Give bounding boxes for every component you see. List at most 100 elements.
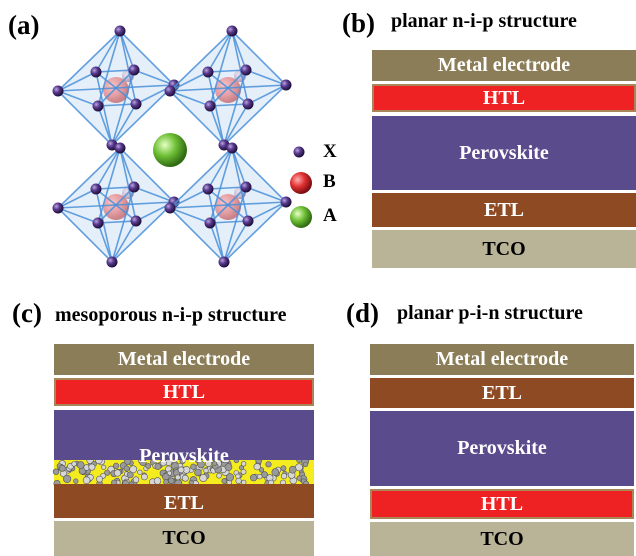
x-site-atom: [90, 183, 102, 195]
x-site-atom: [204, 217, 216, 229]
x-site-atom: [202, 183, 214, 195]
x-site-atom: [114, 25, 126, 37]
x-site-atom: [130, 98, 142, 110]
mesoporous-nanoparticles: [52, 456, 310, 488]
nanoparticle: [174, 474, 181, 481]
panel-b-letter: (b): [342, 8, 375, 38]
nanoparticle: [82, 476, 91, 485]
nanoparticle: [288, 465, 297, 474]
panel-a-letter: (a): [8, 10, 40, 40]
nanoparticle: [101, 464, 107, 470]
nanoparticle: [280, 473, 288, 480]
nanoparticle: [199, 473, 208, 482]
nanoparticle: [140, 473, 148, 481]
panel-d-metal-electrode-layer: Metal electrode: [370, 344, 634, 375]
nanoparticle: [177, 466, 185, 474]
panel-c-title: mesoporous n-i-p structure: [55, 304, 287, 326]
nanoparticle: [123, 465, 130, 472]
x-site-atom: [92, 217, 104, 229]
panel-d-htl-layer: HTL: [370, 489, 634, 519]
octahedron-2: [164, 25, 292, 151]
legend-b-sphere: [290, 172, 312, 194]
nanoparticle: [204, 459, 213, 468]
nanoparticle: [88, 463, 96, 471]
panel-b-tco-layer: TCO: [372, 230, 636, 268]
a-site-atom: [153, 133, 187, 167]
nanoparticle: [240, 461, 247, 467]
nanoparticle: [250, 474, 258, 482]
legend-b-label: B: [323, 171, 336, 192]
nanoparticle: [253, 463, 261, 471]
nanoparticle: [162, 473, 170, 481]
x-site-atom: [164, 202, 176, 214]
panel-c-htl-layer: HTL: [54, 378, 314, 406]
x-site-atom: [202, 66, 214, 78]
nanoparticle: [112, 462, 120, 470]
x-site-atom: [130, 215, 142, 227]
x-site-atom: [128, 181, 140, 193]
x-site-atom: [218, 256, 230, 268]
nanoparticle: [258, 467, 265, 473]
nanoparticle: [58, 464, 66, 472]
octahedra-group: [52, 25, 292, 268]
x-site-atom: [280, 79, 292, 91]
panel-d-etl-layer: ETL: [370, 378, 634, 408]
octahedron-3: [52, 142, 180, 268]
nanoparticle: [73, 478, 79, 484]
panel-b-title: planar n-i-p structure: [391, 10, 577, 32]
nanoparticle: [224, 463, 233, 471]
x-site-atom: [106, 256, 118, 268]
nanoparticle: [280, 465, 287, 472]
nanoparticle: [216, 472, 222, 479]
panel-c-tco-layer: TCO: [54, 521, 314, 556]
x-site-atom: [240, 181, 252, 193]
nanoparticle: [104, 469, 111, 476]
x-site-atom: [240, 64, 252, 76]
legend-x-sphere: [293, 146, 305, 158]
nanoparticle: [235, 477, 242, 485]
x-site-atom: [242, 98, 254, 110]
x-site-atom: [128, 64, 140, 76]
panel-c-etl-layer: ETL: [54, 484, 314, 518]
octahedron-4: [164, 142, 292, 268]
nanoparticle: [194, 468, 202, 477]
nanoparticle: [203, 468, 209, 474]
x-site-atom: [90, 66, 102, 78]
nanoparticle: [62, 474, 72, 484]
nanoparticle: [235, 473, 241, 479]
nanoparticle: [265, 461, 272, 468]
x-site-atom: [226, 25, 238, 37]
nanoparticle: [96, 475, 103, 483]
nanoparticle: [137, 469, 143, 475]
nanoparticle: [145, 463, 152, 469]
nanoparticle: [76, 461, 85, 469]
panel-b-metal-electrode-layer: Metal electrode: [372, 50, 636, 81]
x-site-atom: [204, 100, 216, 112]
panel-d-perovskite-layer: Perovskite: [370, 411, 634, 486]
nanoparticle: [129, 465, 138, 474]
x-site-atom: [242, 215, 254, 227]
panel-b-perovskite-layer: Perovskite: [372, 116, 636, 190]
x-site-atom: [164, 85, 176, 97]
x-site-atom: [52, 85, 64, 97]
octahedron-1: [52, 25, 180, 151]
legend-a-label: A: [323, 205, 337, 226]
panel-c-metal-electrode-layer: Metal electrode: [54, 344, 314, 375]
panel-c-perovskite-layer: Perovskite: [54, 410, 314, 467]
panel-d-title: planar p-i-n structure: [397, 302, 583, 324]
nanoparticle: [302, 461, 309, 467]
nanoparticle: [154, 463, 162, 470]
x-site-atom: [114, 142, 126, 154]
nanoparticle: [113, 469, 122, 477]
legend-a-sphere: [290, 206, 312, 228]
panel-d-tco-layer: TCO: [370, 522, 634, 556]
nanoparticle: [257, 473, 263, 480]
panel-b-htl-layer: HTL: [372, 84, 636, 112]
nanoparticle: [71, 461, 77, 467]
panel-c-letter: (c): [12, 298, 42, 328]
nanoparticle: [52, 468, 60, 475]
x-site-atom: [226, 142, 238, 154]
x-site-atom: [280, 196, 292, 208]
nanoparticle: [132, 476, 140, 483]
